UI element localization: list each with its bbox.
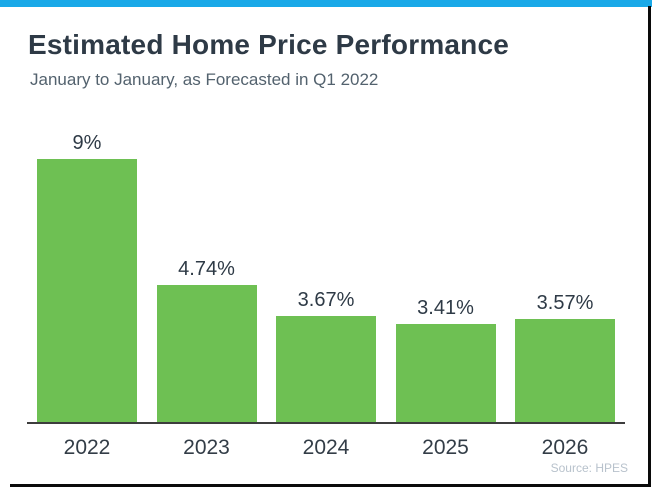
bar-value-label: 9% xyxy=(72,132,102,154)
source-note: Source: HPES xyxy=(550,461,628,475)
chart-title: Estimated Home Price Performance xyxy=(28,29,510,60)
chart-subtitle: January to January, as Forecasted in Q1 … xyxy=(30,70,379,89)
bar-group-2023: 4.74% xyxy=(156,258,257,424)
card-shadow-right xyxy=(648,6,651,487)
bar xyxy=(395,324,496,424)
card-shadow-bottom xyxy=(10,484,648,487)
bar-value-label: 4.74% xyxy=(178,258,235,280)
x-tick-label: 2025 xyxy=(422,436,469,459)
x-tick-label: 2024 xyxy=(302,436,350,459)
bar-value-label: 3.41% xyxy=(417,297,474,319)
x-tick-label: 2023 xyxy=(183,436,230,459)
bars-area: 9% 4.74% 3.67% 3.41% 3.57% xyxy=(27,130,625,424)
bar-group-2026: 3.57% xyxy=(515,292,615,424)
bar xyxy=(276,316,376,424)
top-accent-bar xyxy=(0,0,652,7)
bar-group-2025: 3.41% xyxy=(395,297,496,424)
x-tick-label: 2022 xyxy=(63,436,111,459)
chart-header: Estimated Home Price Performance January… xyxy=(28,28,588,90)
x-tick-label: 2026 xyxy=(541,436,589,459)
bar-value-label: 3.67% xyxy=(297,289,355,311)
bar-chart: 9% 4.74% 3.67% 3.41% 3.57% 2022 2023 2024 2025 2… xyxy=(27,130,625,460)
bar-value-label: 3.57% xyxy=(536,292,594,314)
x-axis-line xyxy=(27,422,625,424)
x-axis-labels: 2022 2023 2024 2025 2026 xyxy=(27,436,625,460)
bar xyxy=(515,319,615,424)
bar xyxy=(156,285,257,424)
bar-group-2024: 3.67% xyxy=(276,289,376,424)
bar-group-2022: 9% xyxy=(37,132,137,424)
bar xyxy=(37,159,137,424)
